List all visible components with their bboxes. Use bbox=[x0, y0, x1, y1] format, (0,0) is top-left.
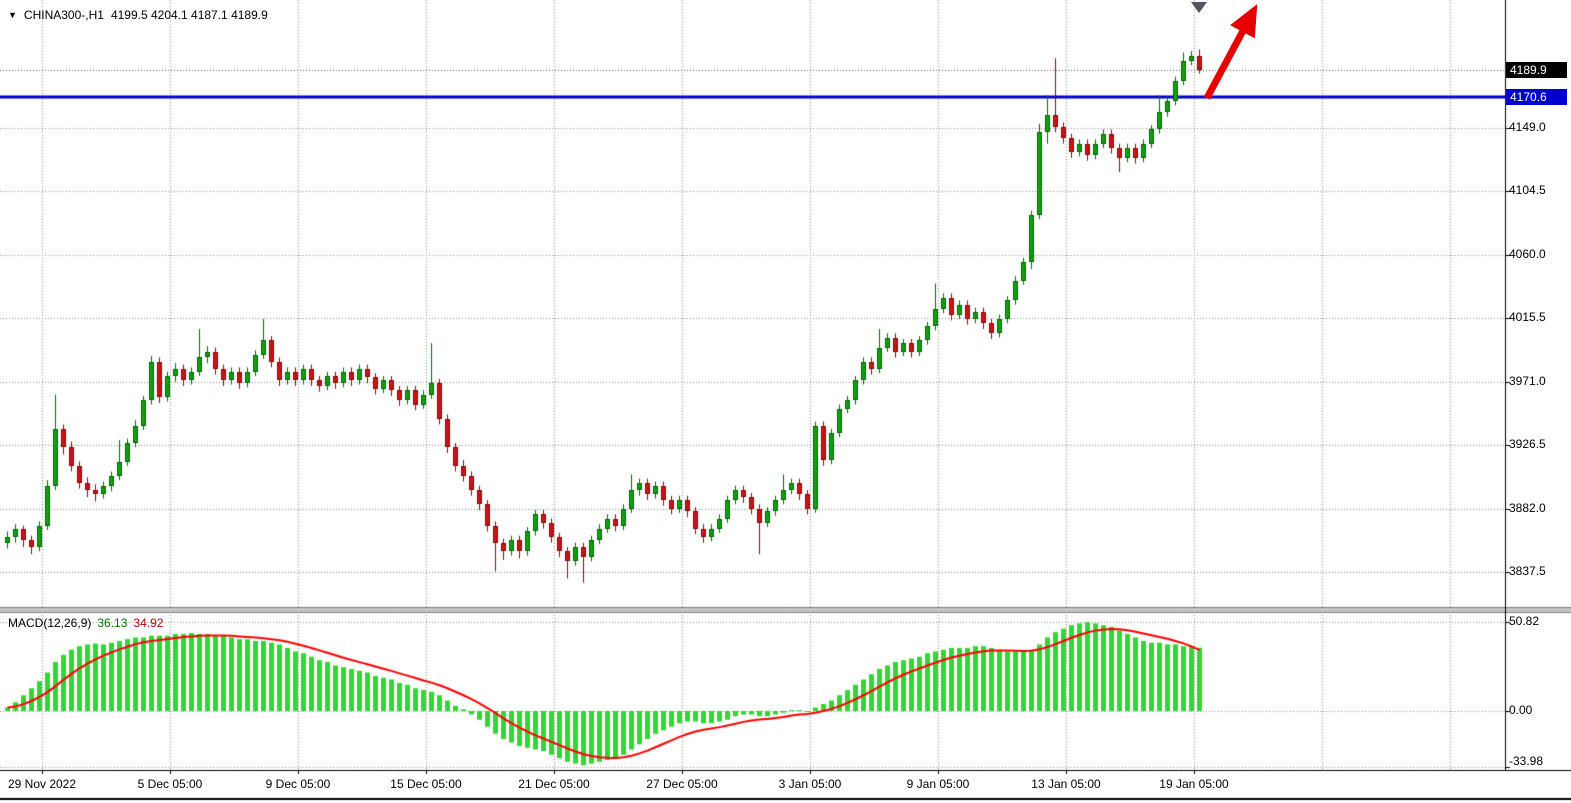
symbol-dropdown-icon[interactable]: ▼ bbox=[8, 10, 17, 20]
trend-arrow[interactable] bbox=[1185, 0, 1285, 115]
chart-header: ▼ CHINA300-,H1 4199.5 4204.1 4187.1 4189… bbox=[8, 8, 268, 22]
macd-value: 36.13 bbox=[97, 616, 128, 630]
ohlc-values: 4199.5 4204.1 4187.1 4189.9 bbox=[110, 8, 268, 22]
macd-name: MACD(12,26,9) bbox=[8, 616, 92, 630]
symbol-label: CHINA300-,H1 bbox=[23, 8, 104, 22]
hline-price-badge: 4170.6 bbox=[1506, 89, 1567, 105]
macd-signal-value: 34.92 bbox=[133, 616, 164, 630]
down-triangle-marker[interactable] bbox=[1191, 2, 1207, 14]
bid-price-badge: 4189.9 bbox=[1506, 62, 1567, 78]
macd-indicator-label: MACD(12,26,9) 36.13 34.92 bbox=[8, 616, 163, 630]
